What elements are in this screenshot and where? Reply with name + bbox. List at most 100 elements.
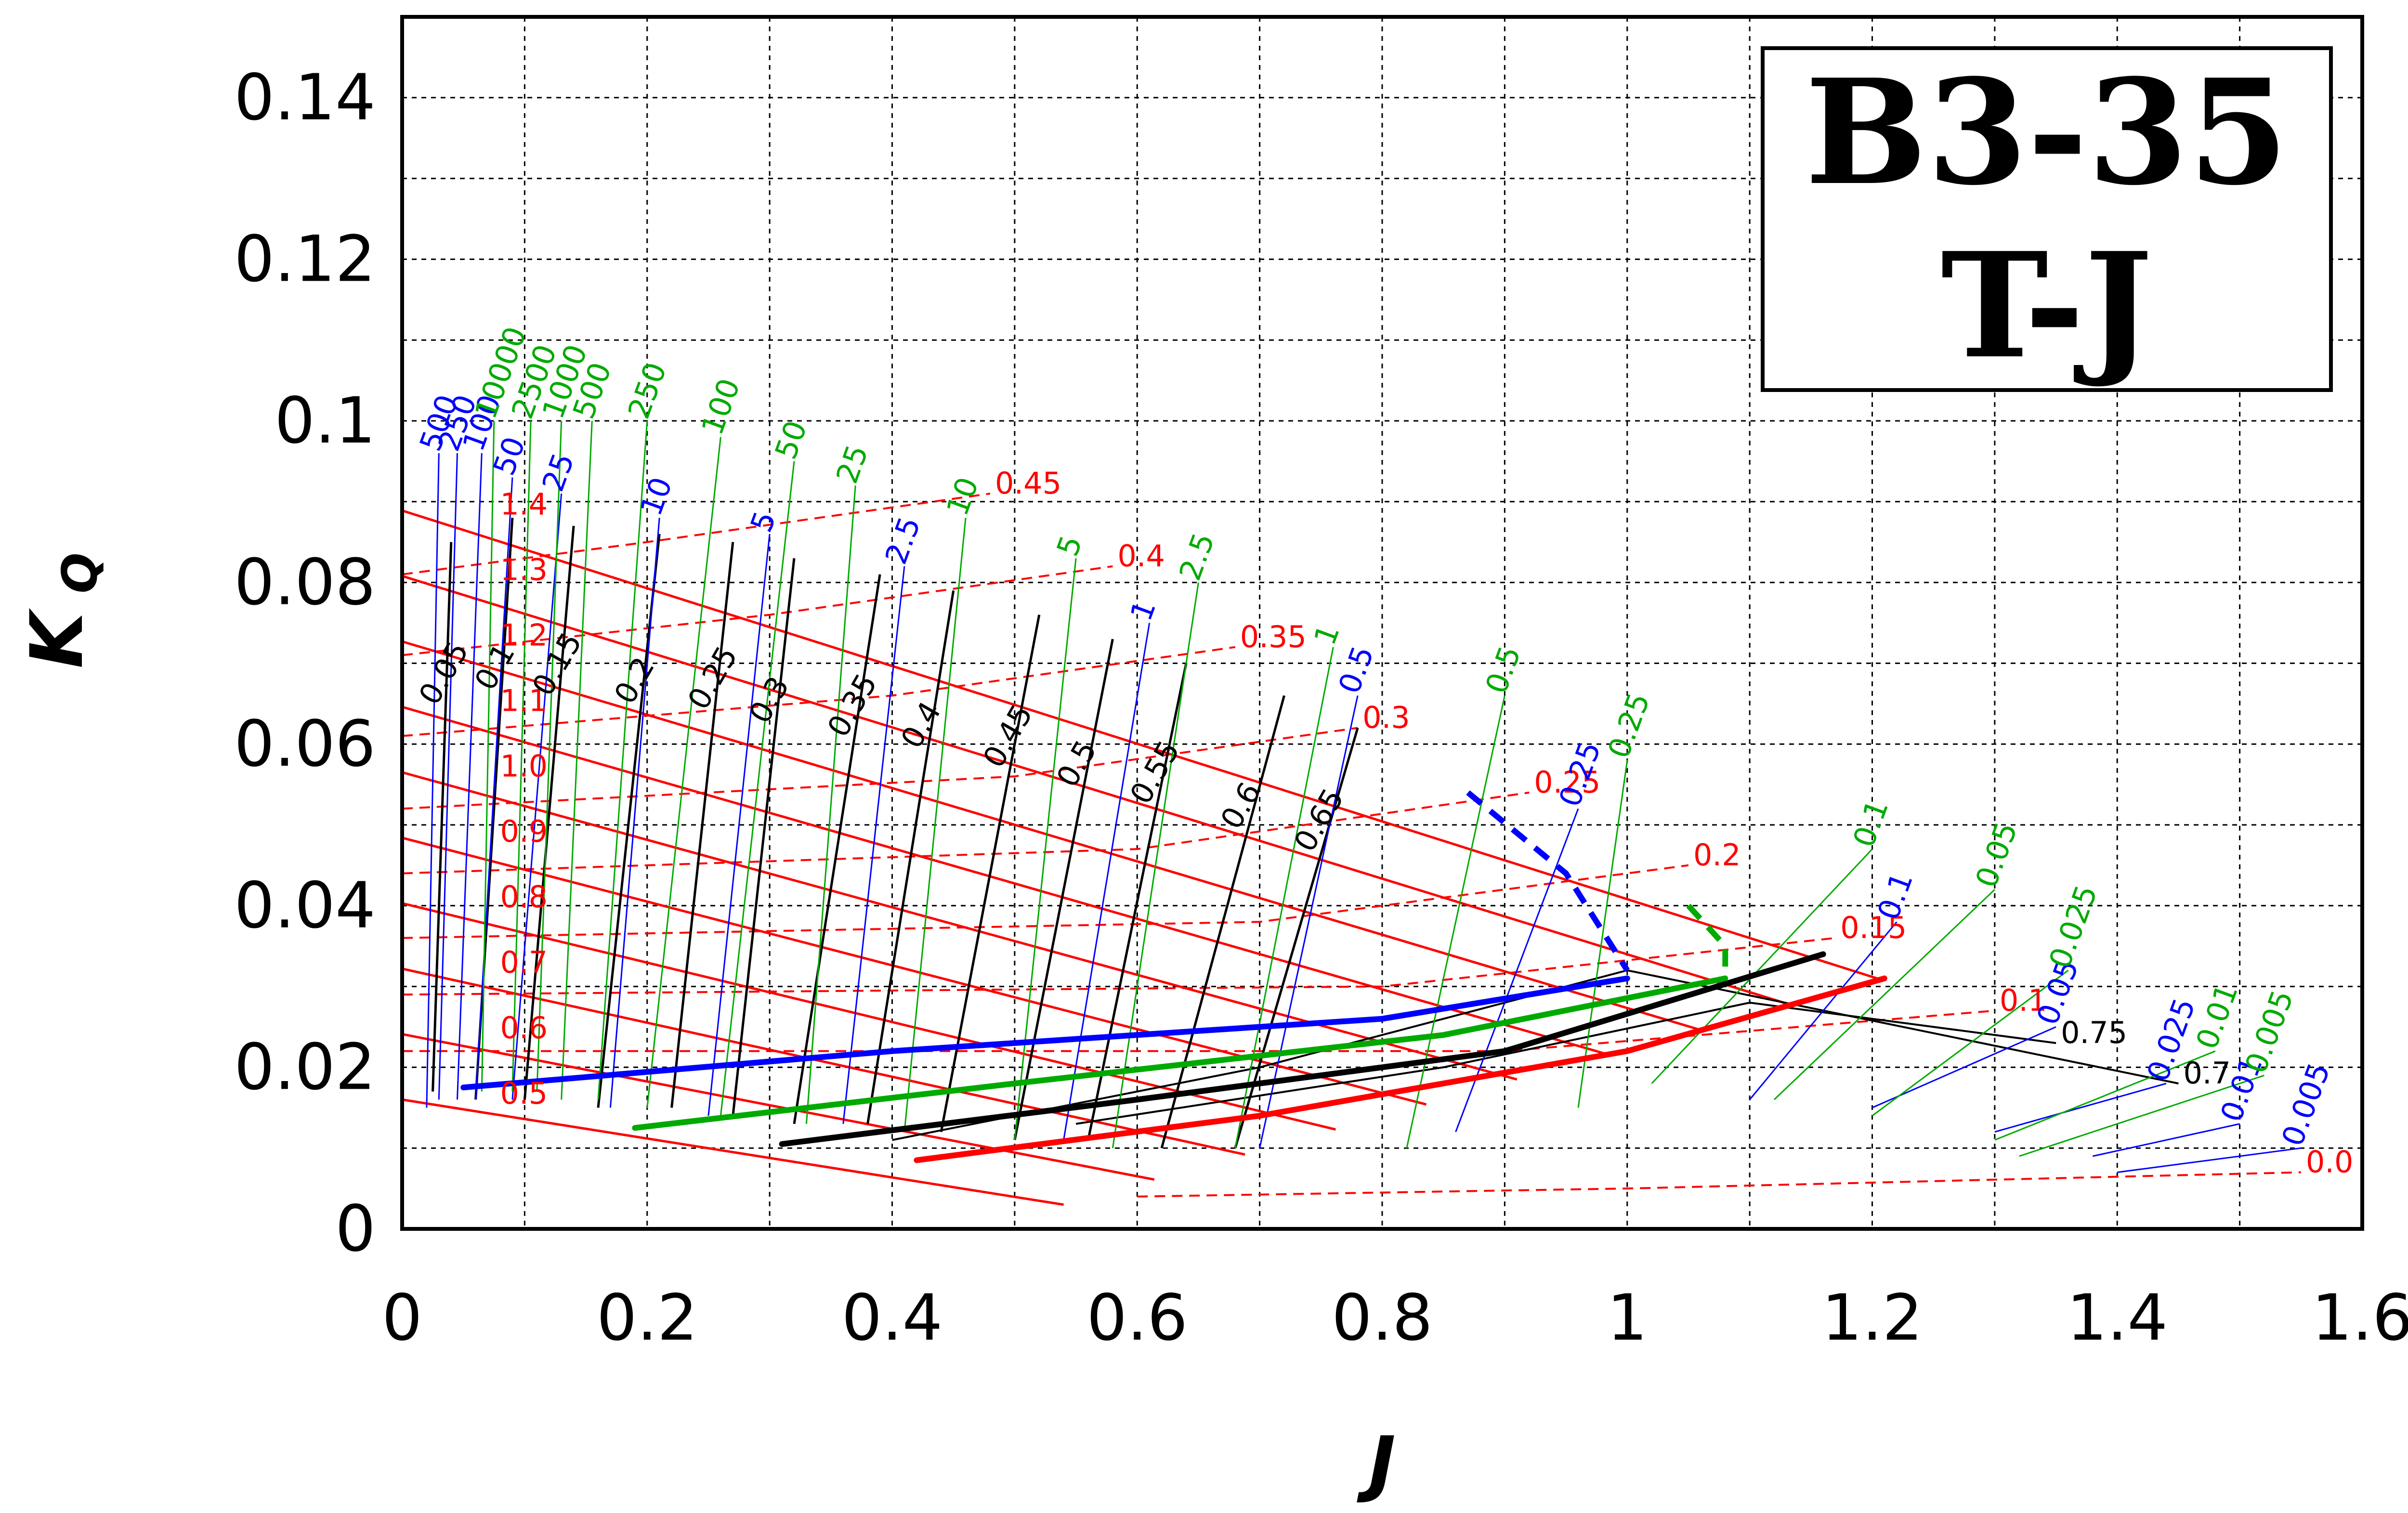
curves [402,420,2301,1206]
delta-curve [2019,1074,2264,1157]
bp-curve [2093,1123,2240,1157]
slip-line-label: 0.1 [2000,983,2047,1018]
slip-line-label: 0.25 [1534,765,1600,800]
slip-line [402,864,1689,939]
efficiency-curve [866,590,955,1124]
efficiency-curve [1160,695,1285,1148]
delta-curve-label: 50 [768,416,814,464]
title-box: B3-35 T-J [1761,46,2333,392]
y-tick-label: 0.1 [275,384,376,458]
delta-curve-label: 10 [940,472,986,520]
delta-curve [1234,647,1334,1148]
efficiency-loop-label: 0.7 [2183,1056,2231,1091]
bp-curve-label: 5 [744,507,783,536]
efficiency-curve-label: 0.35 [820,668,884,743]
bp-curve [1455,808,1579,1133]
efficiency-curve [597,534,661,1108]
delta-curve [720,461,795,1116]
x-tick-label: 0.2 [597,1281,698,1355]
y-tick-label: 0.12 [234,222,376,296]
efficiency-curve [670,542,734,1108]
efficiency-curve [1234,727,1359,1148]
efficiency-curve [1087,663,1188,1140]
efficiency-curve [1013,639,1114,1140]
delta-curve-label: 250 [621,358,673,423]
efficiency-loop-label: 0.75 [2061,1015,2127,1050]
efficiency-loop [1075,1002,2056,1125]
slip-line [402,646,1236,737]
delta-curve-label: 0.1 [1846,795,1895,852]
bp-curve [609,518,660,1108]
pitch-line-label: 1.0 [500,748,548,783]
slip-line-label: 0.2 [1693,837,1741,873]
pitch-line-label: 0.9 [500,814,548,849]
y-tick-label: 0.02 [234,1030,376,1104]
optimum-line [914,975,1887,1163]
slip-line-label: 0.0 [2306,1145,2354,1180]
optimum-line [632,975,1728,1131]
delta-curve [597,420,648,1100]
slip-line-label: 0.35 [1240,619,1307,654]
bp-curve-label: 2.5 [878,512,927,569]
delta-curve [1994,1050,2216,1141]
y-axis-label-main: K [15,608,99,668]
bp-curve [1871,1026,2056,1109]
bp-curve [842,566,905,1124]
slip-line [402,727,1358,810]
title-rect [1761,46,2333,392]
efficiency-curve [523,525,575,1100]
efficiency-curve-label: 0.4 [894,695,948,754]
bp-curve-label: 0.005 [2275,1058,2337,1151]
bp-curve-label: 1 [1123,596,1163,626]
delta-curve [903,518,967,1132]
y-axis-label: K Q [15,552,108,668]
y-tick-label: 0 [335,1192,376,1266]
slip-line-label: 0.3 [1362,700,1410,735]
bp-curve [1063,623,1151,1140]
delta-curve [1577,760,1628,1108]
delta-curve [646,437,721,1108]
efficiency-curve-label: 0.5 [1049,734,1104,793]
bp-curve [2117,1147,2301,1173]
slip-line [1137,1171,2301,1198]
pitch-line-label: 1.2 [500,617,548,652]
x-tick-label: 1.6 [2312,1281,2408,1355]
y-tick-label: 0.14 [234,61,376,135]
bp-curve [426,453,440,1108]
pitch-line-label: 0.5 [500,1076,548,1111]
pitch-line [402,640,1699,1030]
y-axis-label-sub: Q [52,552,108,593]
pitch-line [402,836,1427,1106]
delta-curve-label: 0.05 [1968,818,2024,892]
delta-curve-label: 0.5 [1479,641,1528,698]
delta-curve [511,420,532,1092]
x-tick-label: 0.6 [1086,1281,1188,1355]
delta-curve-label: 100 [694,374,747,440]
delta-curve-label: 0.005 [2238,986,2300,1078]
delta-curve-label: 1 [1307,620,1347,650]
bp-curve [1259,695,1359,1148]
title-line-2: T-J [1941,221,2153,391]
efficiency-curve [432,542,453,1092]
pitch-line-label: 0.6 [500,1010,548,1045]
delta-curve [481,420,495,1092]
delta-curve [805,485,856,1124]
x-tick-label: 0.8 [1332,1281,1433,1355]
delta-curve [536,420,563,1092]
efficiency-loop [892,969,2179,1141]
bp-curve-label: 0.5 [1332,641,1381,698]
optimum-line [460,975,1630,1091]
pitch-line [402,1098,1064,1206]
slip-line [402,937,1836,996]
pitch-line-label: 1.4 [500,487,548,522]
x-tick-label: 1.4 [2067,1281,2168,1355]
efficiency-curve-label: 0.2 [607,651,662,710]
slip-line-label: 0.4 [1117,538,1165,574]
delta-curve [1112,582,1199,1148]
dashed-green-curve [1686,903,1728,978]
pitch-line [402,967,1245,1156]
tick-labels: 0 0.2 0.4 0.6 0.8 1 1.2 1.4 1.6 0 0.02 0.04 0.06 0.08… [234,61,2408,1355]
delta-curve-label: 0.25 [1601,688,1657,763]
delta-curve-label: 0.025 [2042,880,2104,973]
